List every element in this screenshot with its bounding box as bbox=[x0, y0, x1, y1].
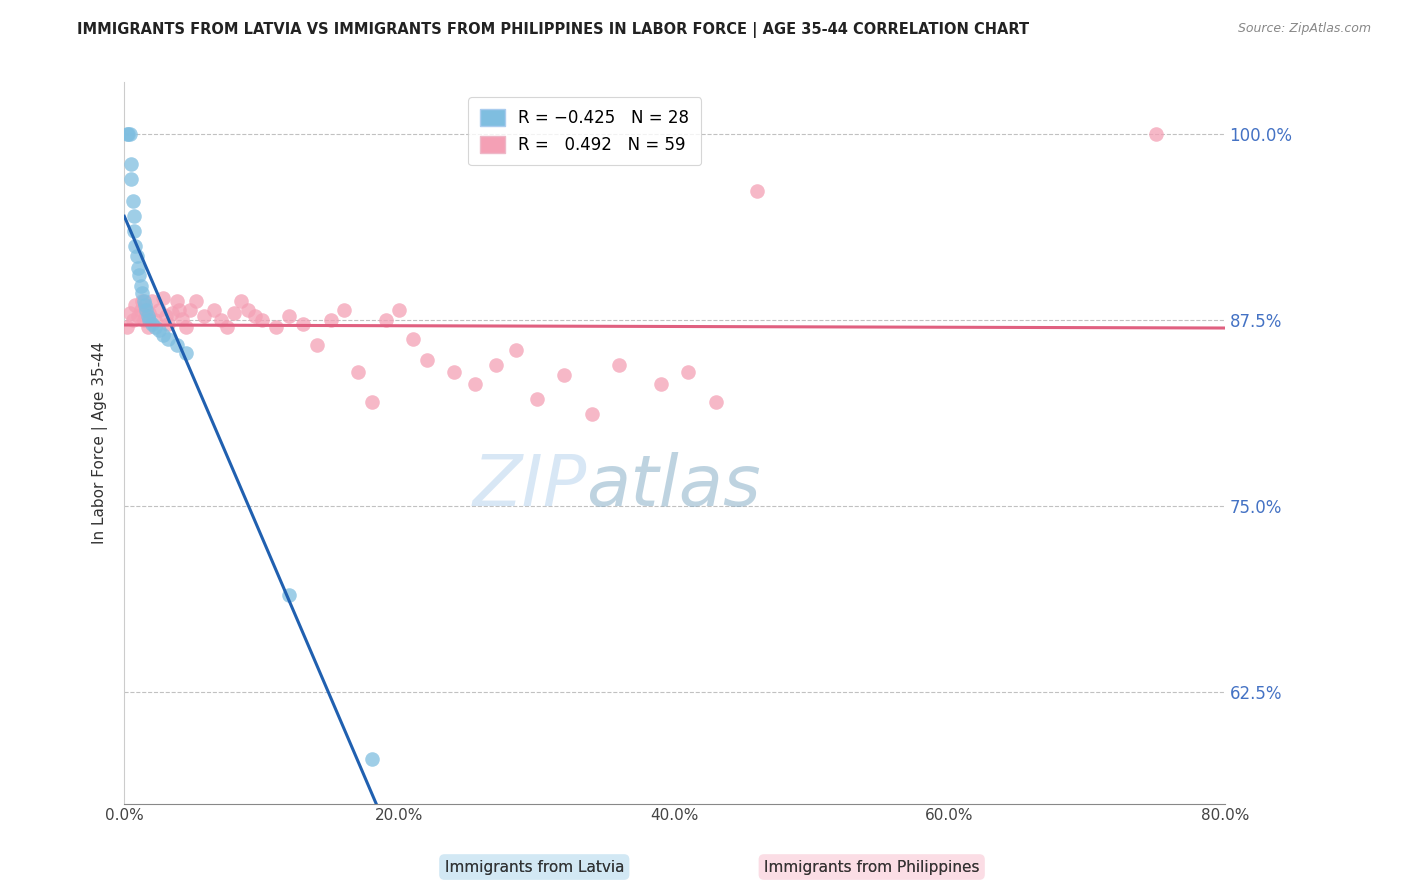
Point bbox=[128, 268, 150, 283]
Point bbox=[1144, 127, 1167, 141]
Point bbox=[143, 320, 166, 334]
Point bbox=[166, 293, 188, 308]
Point bbox=[650, 376, 672, 391]
Point bbox=[136, 320, 159, 334]
Point bbox=[184, 293, 207, 308]
Point bbox=[131, 286, 153, 301]
Point bbox=[581, 407, 603, 421]
Point bbox=[122, 224, 145, 238]
Point bbox=[134, 302, 156, 317]
Point bbox=[505, 343, 527, 357]
Text: Source: ZipAtlas.com: Source: ZipAtlas.com bbox=[1237, 22, 1371, 36]
Text: atlas: atlas bbox=[586, 451, 761, 521]
Text: Immigrants from Philippines: Immigrants from Philippines bbox=[763, 860, 980, 874]
Point bbox=[115, 127, 138, 141]
Point bbox=[124, 238, 146, 252]
Point bbox=[361, 752, 384, 766]
Point bbox=[609, 358, 631, 372]
Point bbox=[347, 365, 370, 379]
Point bbox=[278, 588, 301, 602]
Point bbox=[121, 313, 143, 327]
Point bbox=[148, 302, 170, 317]
Point bbox=[132, 293, 155, 308]
Text: IMMIGRANTS FROM LATVIA VS IMMIGRANTS FROM PHILIPPINES IN LABOR FORCE | AGE 35-44: IMMIGRANTS FROM LATVIA VS IMMIGRANTS FRO… bbox=[77, 22, 1029, 38]
Point bbox=[319, 313, 342, 327]
Point bbox=[117, 127, 139, 141]
Point bbox=[157, 318, 180, 332]
Text: ZIP: ZIP bbox=[472, 451, 586, 521]
Point bbox=[305, 338, 328, 352]
Point bbox=[138, 305, 160, 319]
Point bbox=[704, 394, 727, 409]
Point bbox=[292, 318, 315, 332]
Point bbox=[217, 320, 239, 334]
Point bbox=[174, 345, 197, 359]
Point bbox=[136, 309, 159, 323]
Point bbox=[134, 298, 156, 312]
Point bbox=[553, 368, 575, 382]
Point bbox=[138, 313, 160, 327]
Point bbox=[169, 302, 191, 317]
Point bbox=[118, 305, 141, 319]
Point bbox=[141, 318, 163, 332]
Point bbox=[193, 309, 215, 323]
Point bbox=[464, 376, 486, 391]
Point bbox=[166, 338, 188, 352]
Point bbox=[209, 313, 232, 327]
Point bbox=[135, 309, 157, 323]
Point bbox=[174, 320, 197, 334]
Point bbox=[152, 327, 174, 342]
Point bbox=[443, 365, 465, 379]
Point bbox=[129, 278, 152, 293]
Point bbox=[402, 332, 425, 346]
Point bbox=[264, 320, 287, 334]
Text: Immigrants from Latvia: Immigrants from Latvia bbox=[444, 860, 624, 874]
Point bbox=[141, 293, 163, 308]
Point bbox=[224, 305, 246, 319]
Point bbox=[120, 157, 142, 171]
Point bbox=[121, 194, 143, 208]
Point bbox=[127, 309, 149, 323]
Point bbox=[132, 313, 155, 327]
Point bbox=[131, 293, 153, 308]
Point bbox=[745, 184, 768, 198]
Point bbox=[143, 313, 166, 327]
Point bbox=[162, 305, 184, 319]
Point bbox=[278, 309, 301, 323]
Point bbox=[155, 309, 177, 323]
Point bbox=[361, 394, 384, 409]
Point bbox=[416, 353, 439, 368]
Point bbox=[118, 127, 141, 141]
Point bbox=[179, 302, 201, 317]
Point bbox=[135, 302, 157, 317]
Point bbox=[127, 260, 149, 275]
Point bbox=[124, 298, 146, 312]
Point bbox=[485, 358, 508, 372]
Point bbox=[202, 302, 225, 317]
Text: Immigrants from Philippines: Immigrants from Philippines bbox=[763, 860, 980, 874]
Point bbox=[120, 171, 142, 186]
Text: Immigrants from Latvia: Immigrants from Latvia bbox=[444, 860, 624, 874]
Point bbox=[388, 302, 411, 317]
Point bbox=[122, 209, 145, 223]
Point bbox=[231, 293, 253, 308]
Point bbox=[374, 313, 396, 327]
Point bbox=[152, 291, 174, 305]
Point bbox=[250, 313, 273, 327]
Legend: R = −0.425   N = 28, R =   0.492   N = 59: R = −0.425 N = 28, R = 0.492 N = 59 bbox=[468, 97, 702, 165]
Y-axis label: In Labor Force | Age 35-44: In Labor Force | Age 35-44 bbox=[93, 342, 108, 544]
Point bbox=[333, 302, 356, 317]
Point bbox=[678, 365, 700, 379]
Point bbox=[115, 320, 138, 334]
Point bbox=[170, 311, 193, 326]
Point bbox=[125, 249, 148, 263]
Point bbox=[129, 302, 152, 317]
Point bbox=[148, 323, 170, 337]
Point bbox=[526, 392, 548, 406]
Point bbox=[243, 309, 266, 323]
Point bbox=[157, 332, 180, 346]
Point bbox=[236, 302, 259, 317]
